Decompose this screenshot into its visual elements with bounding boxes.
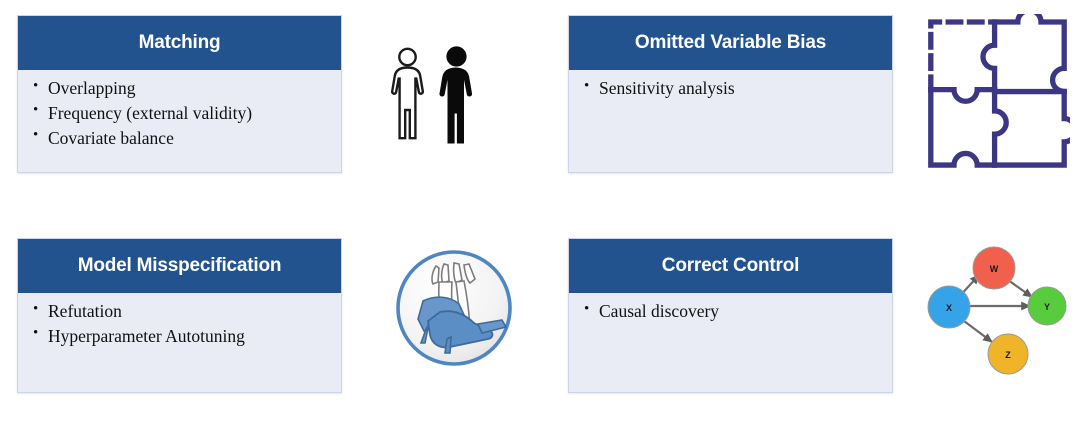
card-matching-body: Overlapping Frequency (external validity…	[18, 70, 341, 157]
card-matching: Matching Overlapping Frequency (external…	[17, 15, 342, 173]
card-correct-control-body: Causal discovery	[569, 293, 892, 330]
card-model-misspecification-body: Refutation Hyperparameter Autotuning	[18, 293, 341, 355]
dag-node-z-label: Z	[1005, 350, 1011, 360]
puzzle-piece-bottomleft	[928, 86, 998, 168]
dag-node-w: W	[972, 246, 1016, 290]
card-correct-control-bullet-list: Causal discovery	[583, 299, 882, 324]
card-omitted-variable-bias-body: Sensitivity analysis	[569, 70, 892, 107]
dag-node-z: Z	[987, 333, 1029, 375]
card-omitted-variable-bias-title: Omitted Variable Bias	[569, 16, 892, 70]
causal-dag-icon: X W Y Z	[922, 242, 1070, 378]
front-shoe-shape	[427, 310, 508, 354]
card-model-misspecification: Model Misspecification Refutation Hyperp…	[17, 238, 342, 393]
card-matching-bullet-list: Overlapping Frequency (external validity…	[32, 76, 331, 151]
dag-node-w-label: W	[990, 264, 999, 274]
list-item: Refutation	[32, 299, 331, 324]
edge-x-to-z	[959, 317, 993, 343]
dag-node-x: X	[927, 285, 971, 329]
two-people-icon	[383, 42, 487, 146]
high-heel-shoes-icon	[392, 246, 516, 370]
puzzle-piece-topright	[980, 14, 1067, 95]
card-omitted-variable-bias-bullet-list: Sensitivity analysis	[583, 76, 882, 101]
card-correct-control-title: Correct Control	[569, 239, 892, 293]
list-item: Causal discovery	[583, 299, 882, 324]
list-item: Covariate balance	[32, 125, 331, 151]
dag-node-y: Y	[1027, 286, 1067, 326]
card-correct-control: Correct Control Causal discovery	[568, 238, 893, 393]
dag-node-y-label: Y	[1044, 302, 1050, 312]
card-matching-title: Matching	[18, 16, 341, 70]
card-model-misspecification-title: Model Misspecification	[18, 239, 341, 293]
puzzle-missing-piece-icon	[925, 14, 1070, 174]
outlined-person-icon	[390, 47, 425, 140]
list-item: Frequency (external validity)	[32, 100, 331, 126]
edge-w-to-y	[1007, 279, 1033, 298]
list-item: Overlapping	[32, 76, 331, 101]
card-omitted-variable-bias: Omitted Variable Bias Sensitivity analys…	[568, 15, 893, 173]
list-item: Sensitivity analysis	[583, 76, 882, 101]
filled-person-icon	[439, 46, 473, 144]
puzzle-piece-bottomright	[991, 86, 1070, 168]
card-model-misspecification-bullet-list: Refutation Hyperparameter Autotuning	[32, 299, 331, 349]
dag-node-x-label: X	[946, 303, 952, 313]
puzzle-piece-missing-topleft	[928, 19, 998, 93]
list-item: Hyperparameter Autotuning	[32, 323, 331, 349]
